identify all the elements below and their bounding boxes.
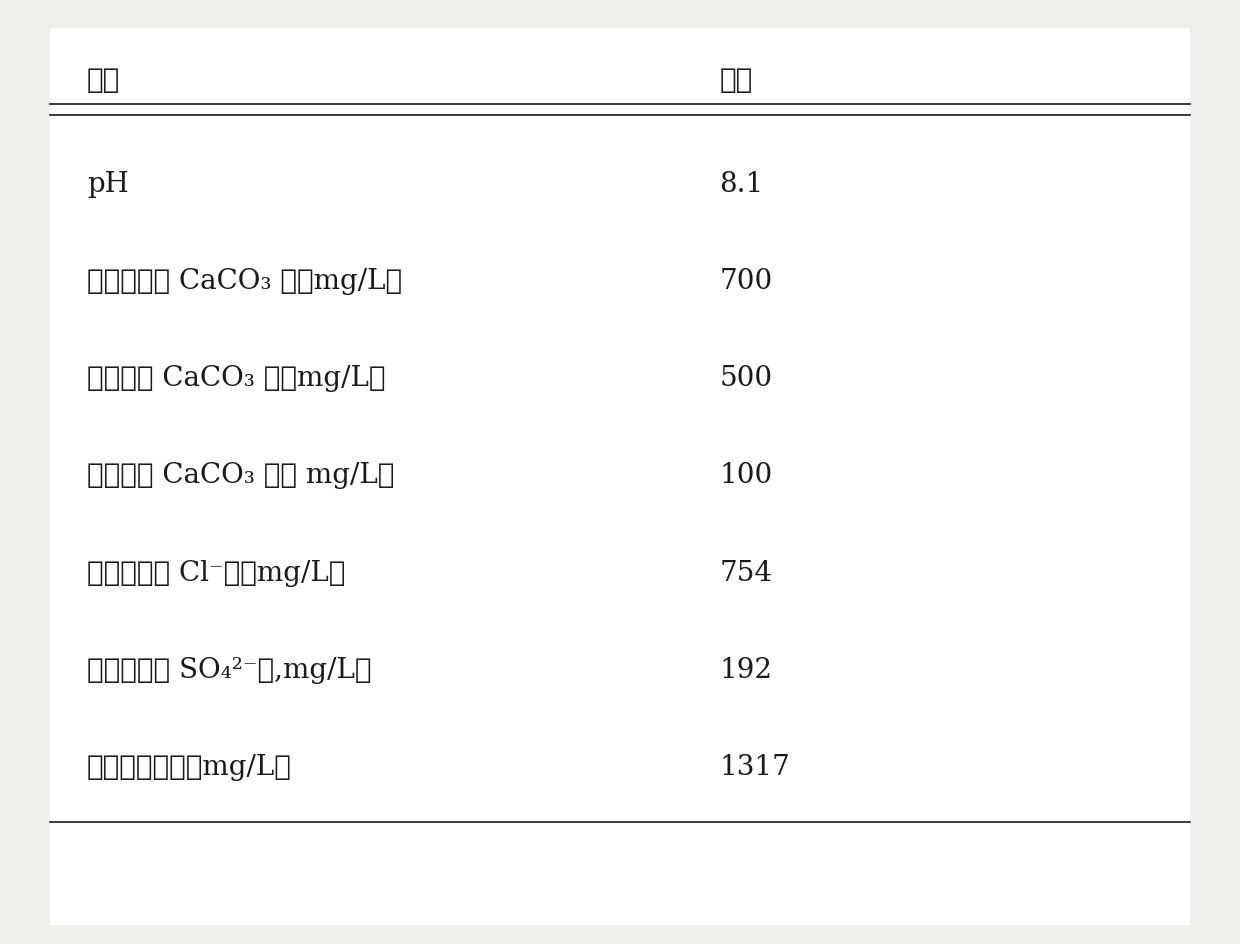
Text: pH: pH [87,171,129,197]
Text: 754: 754 [719,560,773,586]
Text: 总硬度（以 CaCO₃ 计，mg/L）: 总硬度（以 CaCO₃ 计，mg/L） [87,268,402,295]
Text: 100: 100 [719,463,773,489]
Text: 192: 192 [719,657,773,683]
Text: 溶解性总固体（mg/L）: 溶解性总固体（mg/L） [87,754,291,781]
Text: 8.1: 8.1 [719,171,764,197]
Text: 700: 700 [719,268,773,295]
Text: 结果: 结果 [719,67,753,93]
Text: 硫酸盐（以 SO₄²⁻计,mg/L）: 硫酸盐（以 SO₄²⁻计,mg/L） [87,657,371,683]
Text: 馒硬（以 CaCO₃ 计，mg/L）: 馒硬（以 CaCO₃ 计，mg/L） [87,365,386,392]
Text: 1317: 1317 [719,754,790,781]
Text: 项目: 项目 [87,67,120,93]
FancyBboxPatch shape [50,28,1190,925]
Text: 碱度（以 CaCO₃ 计， mg/L）: 碱度（以 CaCO₃ 计， mg/L） [87,463,394,489]
Text: 氯化物（以 Cl⁻计，mg/L）: 氯化物（以 Cl⁻计，mg/L） [87,560,345,586]
Text: 500: 500 [719,365,773,392]
